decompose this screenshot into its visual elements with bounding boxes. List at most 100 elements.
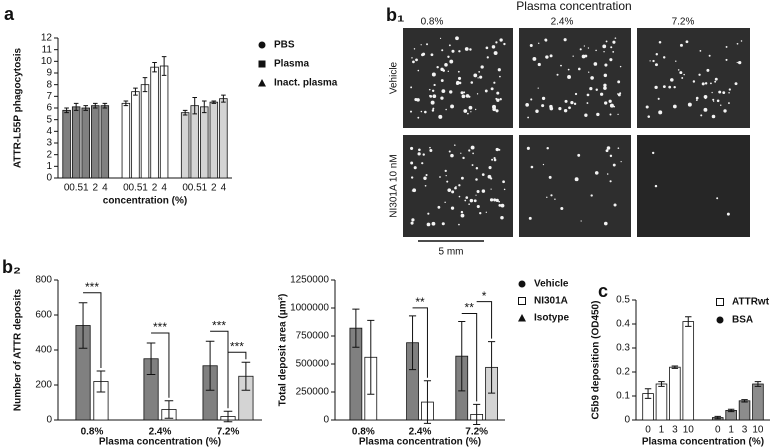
speckle xyxy=(493,51,498,56)
speckles xyxy=(410,36,743,227)
error-bar xyxy=(754,381,762,387)
speckle xyxy=(713,100,715,102)
x-tick-label: 10 xyxy=(683,425,695,436)
speckle xyxy=(458,195,461,198)
legend-label: PBS xyxy=(274,40,295,51)
speckle xyxy=(596,112,600,117)
error-bar xyxy=(473,403,481,425)
speckle xyxy=(503,42,506,46)
speckle xyxy=(471,164,474,166)
y-tick-label: 200 xyxy=(35,380,52,391)
speckle xyxy=(668,85,672,89)
y-tick-label: 12 xyxy=(41,33,53,44)
speckle xyxy=(496,98,500,102)
speckle xyxy=(594,171,599,175)
speckle xyxy=(445,108,447,111)
error-bar xyxy=(408,315,417,371)
speckle xyxy=(714,80,717,83)
speckle xyxy=(606,173,609,175)
speckle xyxy=(420,110,423,113)
legend-marker xyxy=(258,41,266,49)
speckle xyxy=(712,98,715,101)
speckle xyxy=(581,54,586,59)
speckle xyxy=(584,113,588,117)
error-bar xyxy=(741,399,748,403)
significance-label: *** xyxy=(153,320,167,334)
speckle xyxy=(681,77,684,79)
speckle xyxy=(479,75,483,79)
speckle xyxy=(448,44,451,47)
x-tick-label: 2 xyxy=(152,183,158,194)
error-bar xyxy=(727,408,735,413)
speckle xyxy=(593,62,598,66)
bar xyxy=(200,106,209,179)
speckle xyxy=(704,82,708,85)
y-tick-label: 250000 xyxy=(296,387,330,398)
speckle xyxy=(542,163,545,166)
speckle xyxy=(470,111,472,113)
speckle xyxy=(736,61,738,64)
legend-label: ATTRwt xyxy=(732,297,770,308)
speckle xyxy=(657,97,660,100)
speckle xyxy=(526,146,530,150)
speckle xyxy=(583,45,586,47)
column-label: 0.8% xyxy=(421,17,444,28)
speckle xyxy=(586,93,590,97)
row-label: NI301A 10 nM xyxy=(389,154,400,217)
speckle xyxy=(685,40,689,44)
legend-label: NI301A xyxy=(534,296,568,307)
error-bar xyxy=(102,102,108,109)
bar xyxy=(150,66,159,179)
speckle xyxy=(432,94,437,99)
speckle xyxy=(498,200,501,203)
bar xyxy=(159,65,169,179)
error-bar xyxy=(685,316,692,327)
x-tick-label: 0 xyxy=(645,425,651,436)
speckle xyxy=(491,158,494,161)
speckle xyxy=(728,91,730,94)
speckle xyxy=(473,73,478,78)
error-bar xyxy=(164,400,174,419)
speckle xyxy=(463,91,466,94)
speckle xyxy=(460,210,464,214)
speckle xyxy=(458,223,460,226)
y-tick-label: 5 xyxy=(46,114,52,125)
significance-label: ** xyxy=(465,301,475,315)
speckle xyxy=(451,190,455,194)
significance-label: *** xyxy=(230,339,244,353)
speckle xyxy=(619,65,622,68)
speckle xyxy=(493,157,496,160)
panel-label: b₁ xyxy=(386,5,404,25)
speckle xyxy=(605,40,608,43)
x-tick-label: 10 xyxy=(752,425,764,436)
speckle xyxy=(437,205,441,209)
speckle xyxy=(475,167,479,170)
speckle xyxy=(491,45,496,49)
speckle xyxy=(458,50,461,53)
speckle xyxy=(430,100,435,105)
speckle xyxy=(444,169,447,173)
speckle xyxy=(470,145,475,150)
error-bar xyxy=(458,320,466,392)
speckle xyxy=(441,49,444,52)
speckle xyxy=(469,198,474,203)
speckle xyxy=(480,65,484,69)
speckle xyxy=(679,71,683,75)
speckle xyxy=(695,96,699,100)
speckle xyxy=(645,105,649,109)
micrograph xyxy=(637,28,750,128)
speckle xyxy=(545,55,549,59)
speckle xyxy=(460,152,462,154)
speckle xyxy=(728,88,731,91)
speckle xyxy=(477,77,479,79)
speckle xyxy=(492,104,497,109)
speckle xyxy=(588,71,590,73)
speckle xyxy=(658,40,662,44)
speckle xyxy=(429,148,433,152)
speckle xyxy=(411,57,413,59)
speckle xyxy=(460,213,465,218)
y-axis-label: Number of ATTR deposits xyxy=(13,288,24,411)
speckle xyxy=(670,78,674,82)
speckle xyxy=(438,114,443,119)
